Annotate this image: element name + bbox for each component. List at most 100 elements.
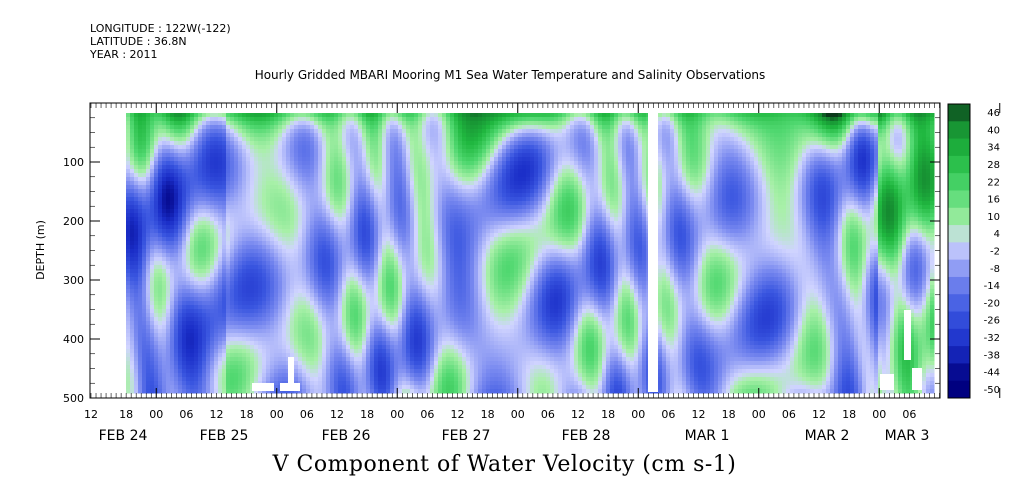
heatmap-cell (214, 277, 219, 282)
heatmap-cell (294, 117, 299, 122)
heatmap-cell (174, 169, 179, 174)
heatmap-cell (226, 361, 231, 366)
heatmap-cell (218, 157, 223, 162)
heatmap-cell (270, 169, 275, 174)
heatmap-cell (346, 121, 351, 126)
heatmap-cell (234, 293, 239, 298)
heatmap-cell (262, 389, 267, 394)
heatmap-cell (378, 353, 383, 358)
heatmap-cell (154, 141, 159, 146)
heatmap-cell (338, 385, 343, 390)
heatmap-cell (270, 181, 275, 186)
heatmap-cell (178, 261, 183, 266)
heatmap-cell (278, 277, 283, 282)
heatmap-cell (358, 317, 363, 322)
heatmap-cell (202, 365, 207, 370)
heatmap-cell (242, 129, 247, 134)
heatmap-cell (350, 177, 355, 182)
heatmap-cell (366, 357, 371, 362)
heatmap-cell (378, 213, 383, 218)
heatmap-cell (218, 205, 223, 210)
heatmap-cell (282, 293, 287, 298)
heatmap-cell (314, 357, 319, 362)
heatmap-cell (282, 305, 287, 310)
heatmap-cell (126, 261, 131, 266)
heatmap-cell (138, 289, 143, 294)
heatmap-cell (194, 337, 199, 342)
heatmap-cell (370, 185, 375, 190)
heatmap-cell (214, 185, 219, 190)
heatmap-cell (410, 197, 415, 202)
heatmap-cell (170, 229, 175, 234)
heatmap-cell (194, 329, 199, 334)
heatmap-cell (170, 117, 175, 122)
heatmap-cell (314, 121, 319, 126)
heatmap-cell (390, 181, 395, 186)
heatmap-cell (250, 197, 255, 202)
heatmap-cell (278, 229, 283, 234)
heatmap-cell (130, 337, 135, 342)
heatmap-cell (402, 357, 407, 362)
heatmap-cell (174, 289, 179, 294)
heatmap-cell (178, 281, 183, 286)
heatmap-cell (314, 349, 319, 354)
heatmap-cell (394, 337, 399, 342)
heatmap-cell (138, 381, 143, 386)
heatmap-cell (338, 157, 343, 162)
heatmap-cell (318, 205, 323, 210)
heatmap-cell (202, 249, 207, 254)
heatmap-cell (258, 297, 263, 302)
heatmap-cell (150, 189, 155, 194)
heatmap-cell (226, 221, 231, 226)
heatmap-cell (338, 113, 343, 118)
heatmap-cell (150, 193, 155, 198)
heatmap-cell (294, 349, 299, 354)
heatmap-cell (282, 297, 287, 302)
heatmap-cell (370, 197, 375, 202)
heatmap-cell (210, 161, 215, 166)
heatmap-cell (390, 333, 395, 338)
heatmap-cell (322, 173, 327, 178)
heatmap-cell (138, 249, 143, 254)
heatmap-cell (270, 217, 275, 222)
heatmap-cell (154, 185, 159, 190)
heatmap-cell (410, 157, 415, 162)
heatmap-cell (402, 353, 407, 358)
heatmap-cell (230, 125, 235, 130)
heatmap-cell (322, 297, 327, 302)
heatmap-cell (254, 213, 259, 218)
heatmap-cell (346, 177, 351, 182)
heatmap-cell (238, 149, 243, 154)
heatmap-cell (326, 141, 331, 146)
heatmap-cell (230, 273, 235, 278)
heatmap-cell (326, 177, 331, 182)
heatmap-cell (218, 361, 223, 366)
heatmap-cell (194, 217, 199, 222)
heatmap-cell (366, 345, 371, 350)
heatmap-cell (190, 289, 195, 294)
heatmap-cell (338, 193, 343, 198)
heatmap-cell (390, 301, 395, 306)
heatmap-cell (130, 265, 135, 270)
heatmap-cell (174, 273, 179, 278)
heatmap-cell (354, 237, 359, 242)
heatmap-cell (406, 153, 411, 158)
heatmap-cell (350, 145, 355, 150)
heatmap-cell (142, 185, 147, 190)
heatmap-cell (326, 313, 331, 318)
heatmap-cell (234, 137, 239, 142)
heatmap-cell (130, 169, 135, 174)
heatmap-cell (242, 233, 247, 238)
heatmap-cell (214, 245, 219, 250)
heatmap-cell (322, 217, 327, 222)
heatmap-cell (338, 329, 343, 334)
heatmap-cell (246, 357, 251, 362)
heatmap-cell (318, 169, 323, 174)
heatmap-cell (406, 265, 411, 270)
heatmap-cell (166, 165, 171, 170)
heatmap-cell (130, 289, 135, 294)
heatmap-cell (374, 373, 379, 378)
heatmap-cell (390, 161, 395, 166)
heatmap-cell (210, 177, 215, 182)
heatmap-cell (330, 349, 335, 354)
